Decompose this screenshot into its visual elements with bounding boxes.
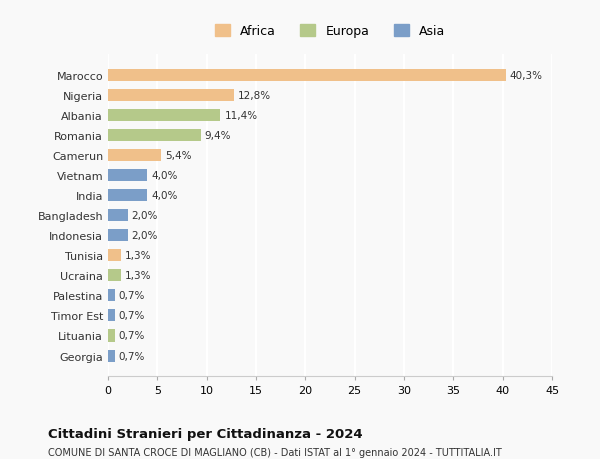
Text: 0,7%: 0,7% [119,331,145,341]
Text: 2,0%: 2,0% [131,211,158,221]
Bar [108,190,148,202]
Bar [108,70,506,82]
Text: 9,4%: 9,4% [205,131,231,141]
Bar [108,310,115,322]
Text: 4,0%: 4,0% [151,191,178,201]
Text: 1,3%: 1,3% [125,271,151,281]
Text: 0,7%: 0,7% [119,351,145,361]
Bar [108,210,128,222]
Bar [108,250,121,262]
Text: 0,7%: 0,7% [119,291,145,301]
Bar [108,270,121,282]
Text: 11,4%: 11,4% [224,111,257,121]
Bar [108,330,115,342]
Bar [108,150,161,162]
Text: 40,3%: 40,3% [509,71,542,81]
Text: 5,4%: 5,4% [165,151,192,161]
Legend: Africa, Europa, Asia: Africa, Europa, Asia [209,20,451,43]
Bar [108,350,115,362]
Text: COMUNE DI SANTA CROCE DI MAGLIANO (CB) - Dati ISTAT al 1° gennaio 2024 - TUTTITA: COMUNE DI SANTA CROCE DI MAGLIANO (CB) -… [48,448,502,458]
Bar [108,110,220,122]
Text: 0,7%: 0,7% [119,311,145,321]
Text: 2,0%: 2,0% [131,231,158,241]
Bar [108,170,148,182]
Bar [108,290,115,302]
Bar [108,90,234,102]
Bar [108,230,128,242]
Text: 12,8%: 12,8% [238,91,271,101]
Text: 4,0%: 4,0% [151,171,178,181]
Text: 1,3%: 1,3% [125,251,151,261]
Text: Cittadini Stranieri per Cittadinanza - 2024: Cittadini Stranieri per Cittadinanza - 2… [48,427,362,440]
Bar [108,130,201,142]
